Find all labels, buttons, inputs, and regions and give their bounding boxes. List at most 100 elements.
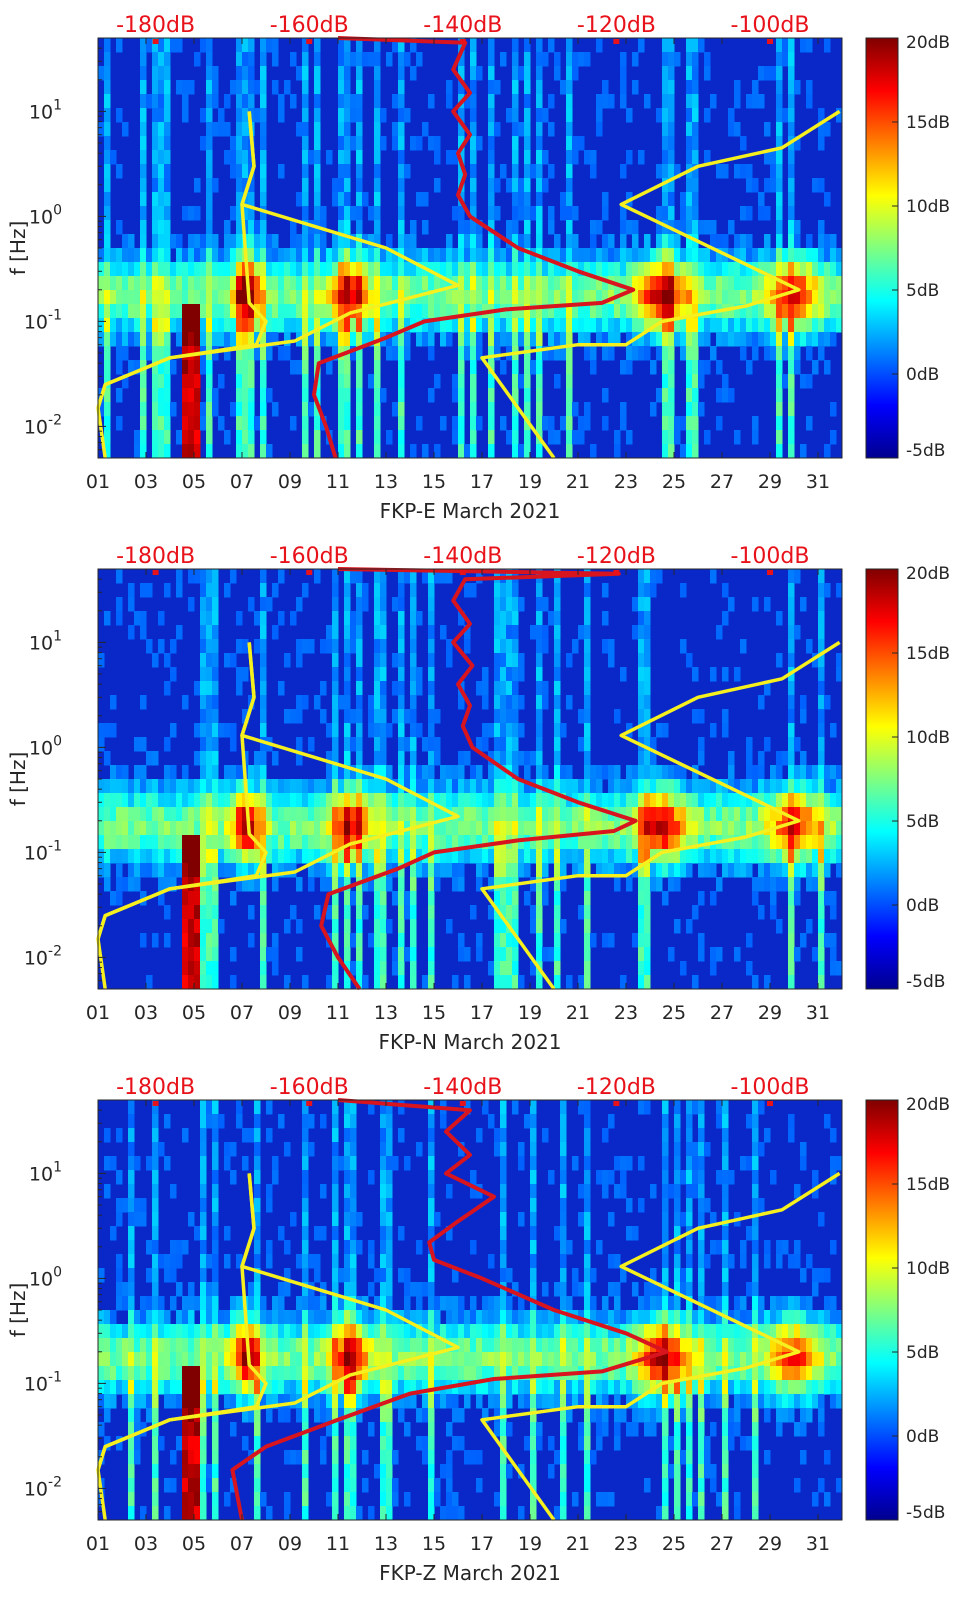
- heatmap-cell: [428, 569, 435, 584]
- heatmap-cell: [188, 1422, 195, 1437]
- heatmap-cell: [440, 625, 447, 640]
- heatmap-cell: [638, 667, 645, 682]
- heatmap-cell: [206, 444, 213, 459]
- heatmap-cell: [614, 318, 621, 333]
- heatmap-cell: [296, 1366, 303, 1381]
- heatmap-cell: [500, 653, 507, 668]
- heatmap-cell: [758, 192, 765, 207]
- heatmap-cell: [236, 779, 243, 794]
- heatmap-cell: [338, 402, 345, 417]
- heatmap-cell: [260, 947, 267, 962]
- heatmap-cell: [470, 94, 477, 109]
- heatmap-cell: [512, 52, 519, 67]
- heatmap-cell: [410, 136, 417, 151]
- heatmap-cell: [182, 891, 189, 906]
- heatmap-cell: [776, 164, 783, 179]
- heatmap-cell: [752, 849, 759, 864]
- heatmap-cell: [488, 416, 495, 431]
- heatmap-cell: [164, 444, 171, 459]
- heatmap-cell: [350, 1478, 357, 1493]
- heatmap-cell: [374, 416, 381, 431]
- heatmap-cell: [518, 66, 525, 81]
- heatmap-cell: [380, 625, 387, 640]
- heatmap-cell: [344, 332, 351, 347]
- heatmap-cell: [248, 1366, 255, 1381]
- heatmap-cell: [344, 1254, 351, 1269]
- heatmap-cell: [344, 374, 351, 389]
- heatmap-cell: [320, 332, 327, 347]
- heatmap-cell: [476, 737, 483, 752]
- heatmap-cell: [680, 332, 687, 347]
- heatmap-cell: [254, 248, 261, 263]
- heatmap-cell: [770, 807, 777, 822]
- heatmap-cell: [104, 122, 111, 137]
- heatmap-cell: [824, 891, 831, 906]
- heatmap-cell: [314, 164, 321, 179]
- heatmap-cell: [674, 807, 681, 822]
- heatmap-cell: [824, 807, 831, 822]
- heatmap-cell: [758, 863, 765, 878]
- heatmap-cell: [752, 94, 759, 109]
- heatmap-cell: [278, 807, 285, 822]
- heatmap-cell: [158, 136, 165, 151]
- heatmap-cell: [686, 863, 693, 878]
- heatmap-cell: [146, 276, 153, 291]
- heatmap-cell: [734, 332, 741, 347]
- heatmap-cell: [506, 262, 513, 277]
- heatmap-cell: [824, 695, 831, 710]
- heatmap-cell: [740, 863, 747, 878]
- heatmap-cell: [260, 360, 267, 375]
- heatmap-cell: [104, 346, 111, 361]
- heatmap-cell: [308, 835, 315, 850]
- heatmap-cell: [386, 779, 393, 794]
- heatmap-cell: [104, 304, 111, 319]
- heatmap-cell: [200, 1422, 207, 1437]
- heatmap-cell: [146, 1338, 153, 1353]
- heatmap-cell: [440, 304, 447, 319]
- heatmap-cell: [698, 374, 705, 389]
- heatmap-cell: [302, 1198, 309, 1213]
- heatmap-cell: [788, 709, 795, 724]
- heatmap-cell: [590, 346, 597, 361]
- heatmap-cell: [584, 304, 591, 319]
- heatmap-cell: [278, 1394, 285, 1409]
- heatmap-cell: [470, 38, 477, 53]
- heatmap-cell: [374, 625, 381, 640]
- heatmap-cell: [284, 1324, 291, 1339]
- heatmap-cell: [356, 178, 363, 193]
- heatmap-cell: [770, 262, 777, 277]
- heatmap-cell: [680, 192, 687, 207]
- heatmap-cell: [536, 667, 543, 682]
- heatmap-cell: [488, 332, 495, 347]
- heatmap-cell: [302, 346, 309, 361]
- heatmap-cell: [776, 835, 783, 850]
- heatmap-cell: [272, 1394, 279, 1409]
- heatmap-cell: [320, 262, 327, 277]
- heatmap-cell: [266, 1184, 273, 1199]
- heatmap-cell: [794, 346, 801, 361]
- heatmap-cell: [776, 52, 783, 67]
- heatmap-cell: [200, 849, 207, 864]
- heatmap-cell: [632, 290, 639, 305]
- heatmap-cell: [494, 793, 501, 808]
- heatmap-cell: [650, 779, 657, 794]
- heatmap-cell: [536, 136, 543, 151]
- heatmap-cell: [254, 639, 261, 654]
- heatmap-cell: [680, 304, 687, 319]
- heatmap-cell: [470, 136, 477, 151]
- heatmap-cell: [512, 821, 519, 836]
- heatmap-cell: [476, 262, 483, 277]
- heatmap-cell: [368, 1254, 375, 1269]
- heatmap-cell: [500, 318, 507, 333]
- heatmap-cell: [296, 751, 303, 766]
- heatmap-cell: [110, 807, 117, 822]
- heatmap-cell: [200, 1450, 207, 1465]
- heatmap-cell: [128, 583, 135, 598]
- heatmap-cell: [434, 709, 441, 724]
- heatmap-cell: [386, 1198, 393, 1213]
- heatmap-cell: [776, 388, 783, 403]
- heatmap-cell: [776, 304, 783, 319]
- heatmap-cell: [506, 807, 513, 822]
- heatmap-cell: [836, 793, 843, 808]
- heatmap-cell: [206, 1352, 213, 1367]
